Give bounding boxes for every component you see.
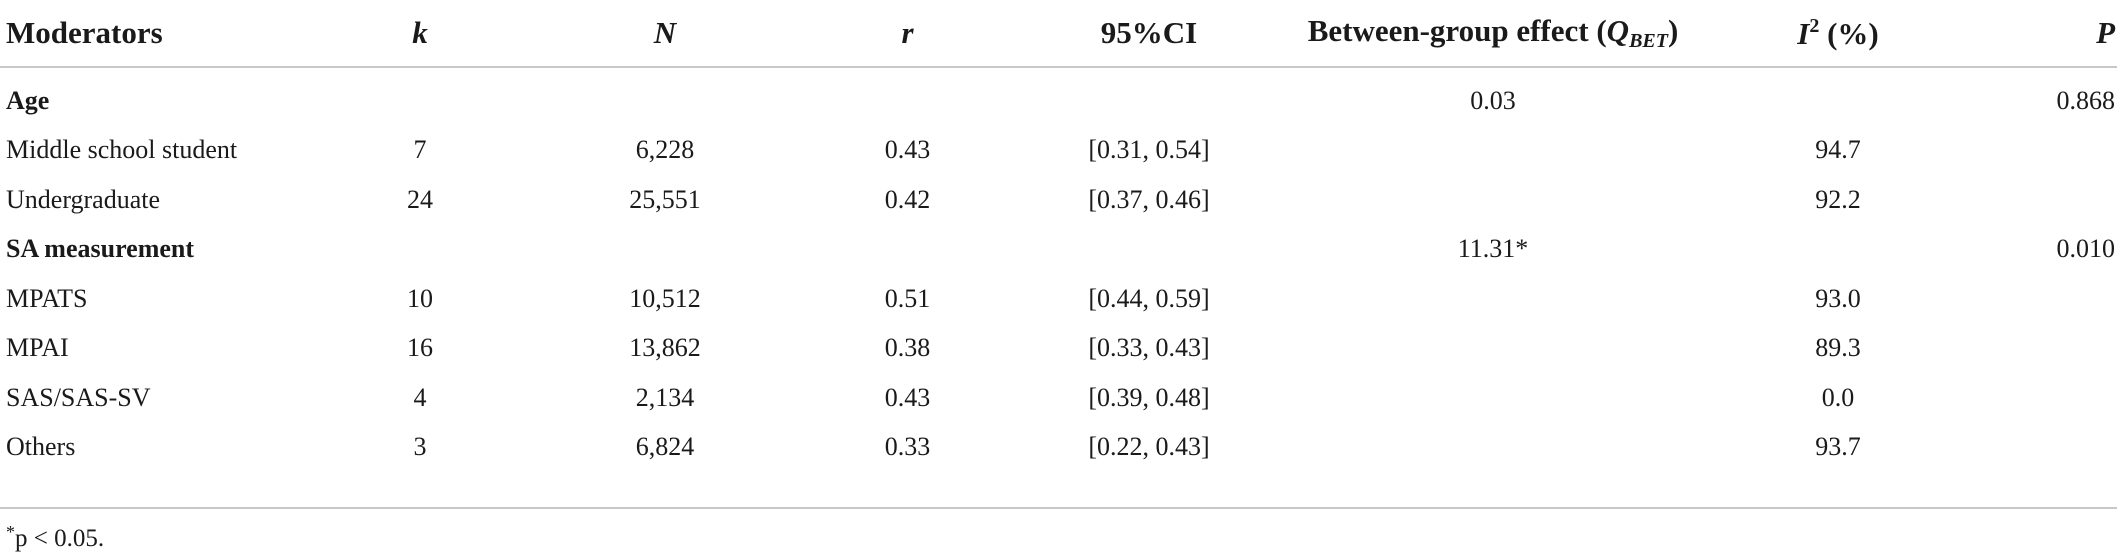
cell-ci: [0.44, 0.59] xyxy=(1088,283,1210,313)
cell-p: 0.010 xyxy=(2056,234,2116,264)
cell-n: 6,824 xyxy=(635,432,695,462)
header-qbet-sub: BET xyxy=(1629,30,1668,52)
table-row-sa-measurement: SA measurement 11.31* 0.010 xyxy=(0,225,2117,275)
cell-p xyxy=(1963,126,2117,176)
table-row-sas: SAS/SAS-SV 4 2,134 0.43 [0.39, 0.48] 0.0 xyxy=(0,373,2117,423)
table-row-middle-school: Middle school student 7 6,228 0.43 [0.31… xyxy=(0,126,2117,176)
header-ci: 95%CI xyxy=(1025,0,1273,68)
cell-p xyxy=(1963,324,2117,374)
table-row-mpats: MPATS 10 10,512 0.51 [0.44, 0.59] 93.0 xyxy=(0,274,2117,324)
cell-qbet xyxy=(1273,274,1713,324)
header-p: P xyxy=(1963,0,2117,68)
cell-i2: 92.2 xyxy=(1815,184,1861,214)
cell-ci: [0.39, 0.48] xyxy=(1088,382,1210,412)
header-qbet: Between-group effect (QBET) xyxy=(1273,0,1713,68)
cell-k: 4 xyxy=(413,382,427,412)
header-k: k xyxy=(300,0,540,68)
cell-k: 3 xyxy=(413,432,427,462)
cell-p xyxy=(1963,423,2117,473)
row-label: Undergraduate xyxy=(6,184,161,214)
cell-i2: 93.7 xyxy=(1815,432,1861,462)
cell-k xyxy=(300,67,540,126)
header-i2: I2 (%) xyxy=(1713,0,1963,68)
header-i2-unit: (%) xyxy=(1819,15,1879,51)
table-row-others: Others 3 6,824 0.33 [0.22, 0.43] 93.7 xyxy=(0,423,2117,473)
cell-n: 10,512 xyxy=(629,283,701,313)
cell-r: 0.43 xyxy=(884,135,931,165)
cell-r: 0.42 xyxy=(884,184,931,214)
cell-r: 0.38 xyxy=(884,333,931,363)
footnote-text: p < 0.05. xyxy=(15,525,105,552)
cell-i2: 89.3 xyxy=(1815,333,1861,363)
cell-k xyxy=(300,225,540,275)
cell-i2: 94.7 xyxy=(1815,135,1861,165)
cell-n xyxy=(540,225,790,275)
cell-n: 13,862 xyxy=(629,333,701,363)
cell-i2 xyxy=(1713,225,1963,275)
cell-n: 2,134 xyxy=(635,382,695,412)
cell-ci: [0.22, 0.43] xyxy=(1088,432,1210,462)
cell-r: 0.33 xyxy=(884,432,931,462)
cell-qbet xyxy=(1273,324,1713,374)
cell-qbet xyxy=(1273,423,1713,473)
cell-n: 6,228 xyxy=(635,135,695,165)
row-label: SAS/SAS-SV xyxy=(6,382,151,412)
header-qbet-text: Between-group effect ( xyxy=(1307,13,1607,48)
cell-k: 10 xyxy=(407,283,433,313)
cell-i2 xyxy=(1713,67,1963,126)
cell-ci: [0.37, 0.46] xyxy=(1088,184,1210,214)
cell-n xyxy=(540,67,790,126)
table-row-undergraduate: Undergraduate 24 25,551 0.42 [0.37, 0.46… xyxy=(0,175,2117,225)
header-r: r xyxy=(790,0,1025,68)
cell-p xyxy=(1963,373,2117,423)
cell-r xyxy=(790,225,1025,275)
moderator-table: Moderators k N r 95%CI Between-group eff… xyxy=(0,0,2117,473)
cell-p: 0.868 xyxy=(2056,85,2116,115)
cell-p xyxy=(1963,274,2117,324)
cell-i2: 0.0 xyxy=(1821,382,1855,412)
cell-ci xyxy=(1025,67,1273,126)
cell-i2: 93.0 xyxy=(1815,283,1861,313)
cell-n: 25,551 xyxy=(629,184,701,214)
cell-qbet xyxy=(1273,175,1713,225)
cell-qbet: 0.03 xyxy=(1470,85,1516,115)
footnote-star: * xyxy=(6,522,15,542)
cell-qbet: 11.31* xyxy=(1457,234,1529,264)
cell-ci xyxy=(1025,225,1273,275)
cell-r: 0.51 xyxy=(884,283,931,313)
table-row-age: Age 0.03 0.868 xyxy=(0,67,2117,126)
header-row: Moderators k N r 95%CI Between-group eff… xyxy=(0,0,2117,68)
row-label: MPATS xyxy=(6,283,88,313)
cell-k: 16 xyxy=(407,333,433,363)
table-row-mpai: MPAI 16 13,862 0.38 [0.33, 0.43] 89.3 xyxy=(0,324,2117,374)
cell-qbet xyxy=(1273,126,1713,176)
cell-k: 7 xyxy=(413,135,427,165)
cell-qbet xyxy=(1273,373,1713,423)
header-i2-i: I xyxy=(1797,15,1810,51)
cell-p xyxy=(1963,175,2117,225)
cell-ci: [0.33, 0.43] xyxy=(1088,333,1210,363)
cell-r xyxy=(790,67,1025,126)
header-qbet-q: Q xyxy=(1606,13,1630,48)
cell-ci: [0.31, 0.54] xyxy=(1088,135,1210,165)
header-moderators: Moderators xyxy=(0,0,300,68)
header-i2-sup: 2 xyxy=(1809,14,1820,37)
row-label: SA measurement xyxy=(6,234,195,264)
header-n: N xyxy=(540,0,790,68)
header-qbet-close: ) xyxy=(1667,13,1679,48)
cell-k: 24 xyxy=(407,184,433,214)
row-label: Middle school student xyxy=(6,135,238,165)
row-label: Age xyxy=(6,85,50,115)
footnote: *p < 0.05. xyxy=(6,522,104,553)
bottom-rule xyxy=(0,507,2117,509)
row-label: Others xyxy=(6,432,76,462)
cell-r: 0.43 xyxy=(884,382,931,412)
row-label: MPAI xyxy=(6,333,69,363)
